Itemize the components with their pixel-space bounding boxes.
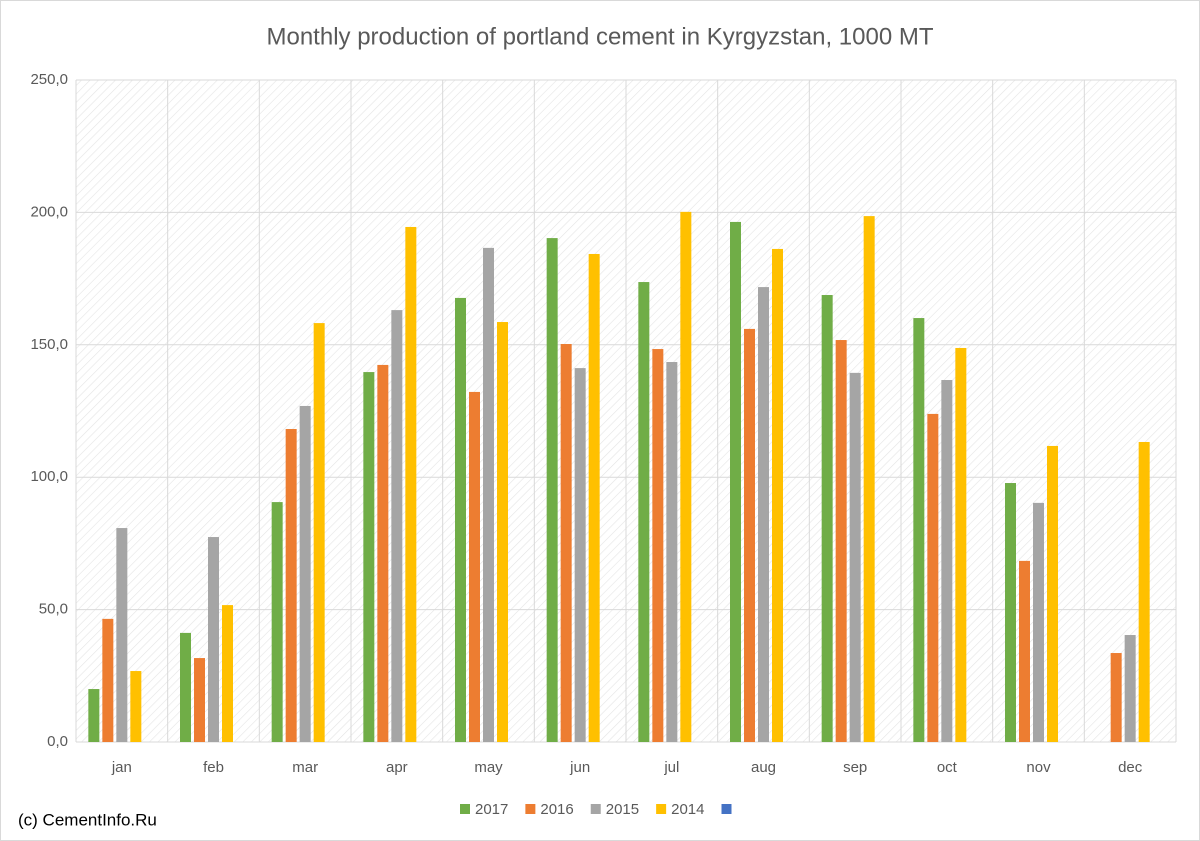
bar	[455, 297, 466, 742]
legend-swatch	[721, 804, 732, 814]
bar	[102, 618, 114, 742]
bar	[1033, 502, 1044, 742]
bar	[941, 380, 953, 742]
x-tick-label: may	[474, 759, 503, 776]
y-tick-label: 200,0	[30, 203, 68, 220]
bar	[1138, 441, 1150, 742]
legend-label: 2017	[475, 801, 508, 818]
bar	[180, 632, 191, 742]
x-tick-label: sep	[843, 759, 867, 776]
source: (c) CementInfo.Ru	[18, 810, 157, 829]
bar	[194, 658, 205, 742]
bar	[863, 216, 875, 743]
bar	[588, 253, 600, 742]
x-tick-label: jun	[569, 759, 590, 776]
legend-swatch	[460, 804, 470, 814]
legend-label: 2016	[540, 801, 573, 818]
y-tick-label: 0,0	[47, 733, 68, 750]
y-tick-label: 100,0	[30, 468, 68, 485]
y-tick-label: 150,0	[30, 336, 68, 353]
bar	[652, 349, 664, 742]
bar	[377, 364, 389, 742]
bar	[88, 689, 100, 742]
bar	[497, 322, 508, 742]
bar	[1047, 445, 1058, 742]
bar	[116, 528, 128, 742]
bar	[483, 247, 494, 743]
bar	[1110, 653, 1122, 742]
bar	[955, 347, 967, 742]
bar	[849, 372, 861, 742]
bar	[1124, 635, 1136, 742]
x-tick-label: aug	[751, 759, 776, 776]
bar	[744, 328, 755, 742]
y-tick-label: 50,0	[39, 601, 68, 618]
bar	[835, 340, 847, 742]
bar	[638, 282, 650, 742]
bar	[469, 391, 480, 742]
bar	[821, 295, 833, 742]
x-tick-label: nov	[1026, 759, 1051, 776]
bar	[130, 671, 142, 742]
bar	[1005, 483, 1016, 742]
legend-swatch	[656, 804, 667, 814]
bar	[758, 287, 769, 742]
bar	[391, 310, 403, 742]
bar	[363, 372, 375, 742]
bar	[299, 405, 311, 742]
bar	[271, 502, 283, 742]
bar	[913, 318, 925, 742]
bar	[222, 605, 233, 742]
legend-label: 2015	[606, 801, 639, 818]
bar	[560, 344, 572, 742]
bar	[927, 413, 939, 742]
x-tick-label: dec	[1118, 759, 1143, 776]
bar	[574, 368, 586, 742]
legend-swatch	[590, 804, 601, 814]
y-tick-label: 250,0	[30, 71, 68, 88]
legend-swatch	[525, 804, 536, 814]
chart-title: Monthly production of portland cement in…	[266, 23, 933, 50]
x-tick-label: jul	[663, 759, 679, 776]
x-tick-label: jan	[111, 759, 132, 776]
bar	[546, 238, 558, 742]
x-tick-label: apr	[386, 759, 408, 776]
legend-label: 2014	[671, 801, 704, 818]
x-tick-label: mar	[292, 759, 318, 776]
bar	[405, 226, 417, 743]
bar	[313, 323, 325, 742]
x-tick-label: feb	[203, 759, 224, 776]
bar	[680, 211, 692, 742]
bar	[1019, 560, 1030, 742]
bar	[666, 362, 678, 742]
x-tick-label: oct	[937, 759, 958, 776]
bar	[208, 537, 219, 742]
bar	[772, 248, 783, 743]
bar	[285, 429, 297, 742]
bar	[730, 221, 741, 742]
